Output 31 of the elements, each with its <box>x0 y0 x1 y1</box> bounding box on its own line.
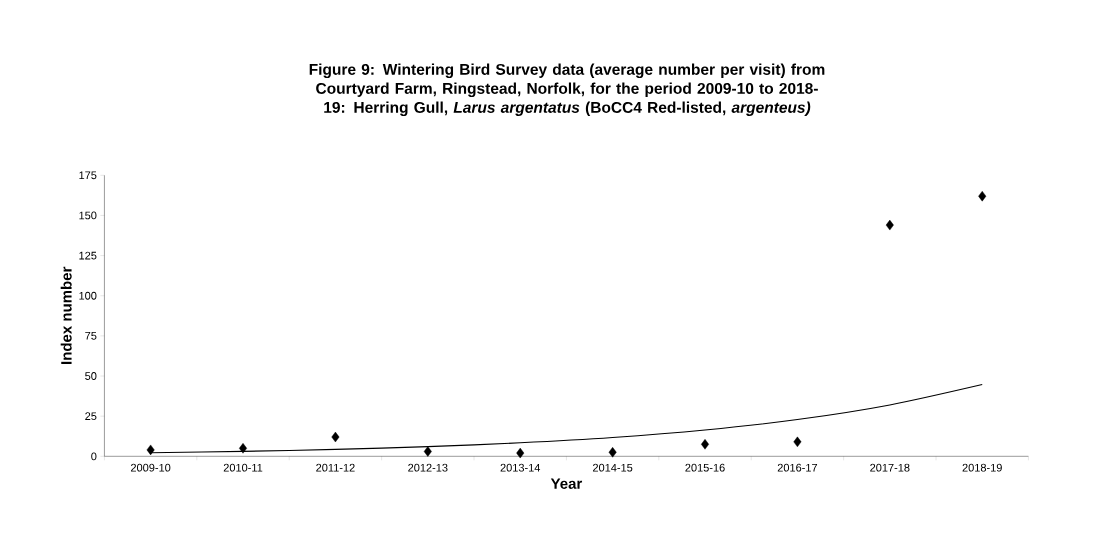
x-tick-label: 2015-16 <box>685 463 725 472</box>
point <box>146 444 155 456</box>
chart-title: Figure 9: Wintering Bird Survey data (average number per visit) from Courtyard Farm, Ringstead, Norfolk, for the period 2009-10 to 2018-19: Herring Gull, Larus argentatus (BoCC4 Red-listed, argenteus) <box>309 63 825 117</box>
x-tick-label: 2014-15 <box>592 463 633 472</box>
x-tick-label: 2016-17 <box>777 463 818 472</box>
y-tick-label: 0 <box>91 452 97 461</box>
x-axis-title: Year <box>550 478 583 489</box>
y-axis-title: Index number <box>60 266 72 364</box>
y-tick-label: 75 <box>85 332 97 340</box>
y-tick-label: 150 <box>79 211 97 220</box>
y-tick-label: 175 <box>79 171 97 180</box>
point <box>793 436 802 448</box>
y-tick-label: 100 <box>79 291 97 300</box>
x-tick-label: 2011-12 <box>316 463 355 472</box>
point <box>978 190 987 202</box>
point <box>331 431 340 443</box>
y-tick-label: 125 <box>79 251 97 260</box>
y-tick-label: 50 <box>85 372 97 380</box>
point <box>239 443 247 454</box>
x-tick-label: 2013-14 <box>500 463 541 472</box>
x-tick-label: 2012-13 <box>408 463 448 472</box>
point <box>608 447 617 458</box>
x-tick-label: 2009-10 <box>130 463 171 472</box>
x-tick-label: 2018-19 <box>962 463 1002 472</box>
point <box>423 446 432 457</box>
point <box>885 219 894 231</box>
x-tick-label: 2010-11 <box>223 463 263 472</box>
point <box>701 439 709 450</box>
y-tick-label: 25 <box>85 412 97 421</box>
point <box>516 447 525 459</box>
x-tick-label: 2017-18 <box>870 463 910 472</box>
